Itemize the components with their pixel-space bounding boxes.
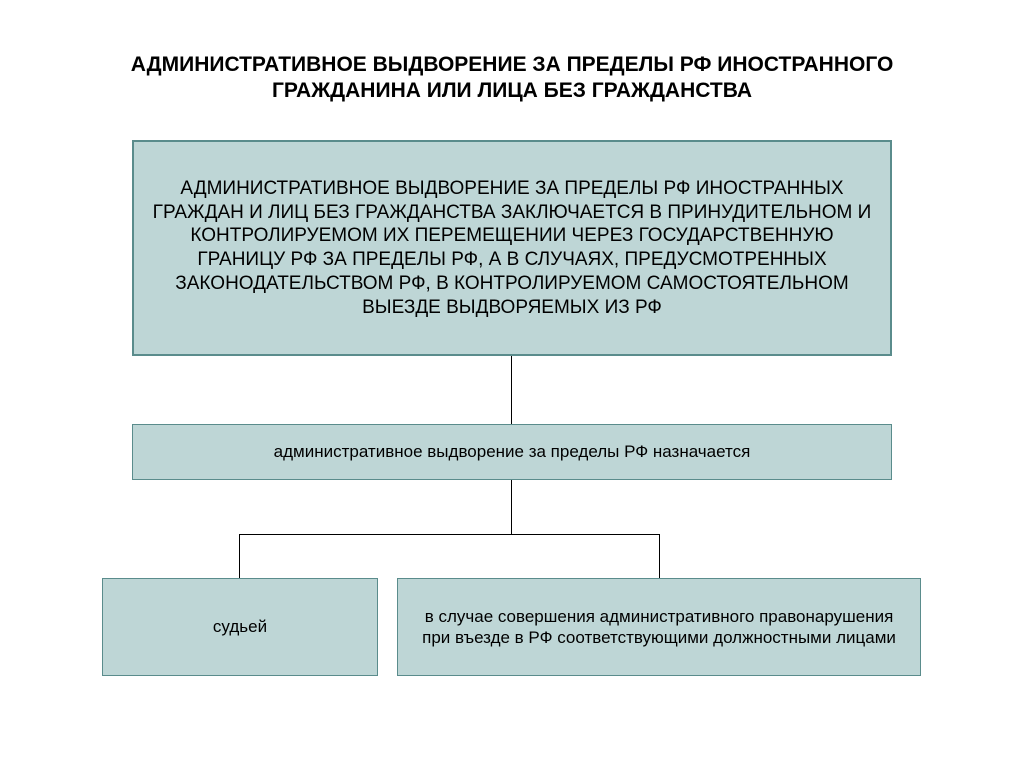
connector-segment (511, 356, 512, 424)
connector-segment (239, 534, 660, 535)
officials-box: в случае совершения административного пр… (397, 578, 921, 676)
connector-segment (511, 480, 512, 534)
connector-segment (659, 534, 660, 578)
connector-segment (239, 534, 240, 578)
diagram-canvas: АДМИНИСТРАТИВНОЕ ВЫДВОРЕНИЕ ЗА ПРЕДЕЛЫ Р… (0, 0, 1024, 767)
definition-box: АДМИНИСТРАТИВНОЕ ВЫДВОРЕНИЕ ЗА ПРЕДЕЛЫ Р… (132, 140, 892, 356)
diagram-title: АДМИНИСТРАТИВНОЕ ВЫДВОРЕНИЕ ЗА ПРЕДЕЛЫ Р… (98, 52, 926, 105)
judge-box: судьей (102, 578, 378, 676)
assigned-by-box: административное выдворение за пределы Р… (132, 424, 892, 480)
